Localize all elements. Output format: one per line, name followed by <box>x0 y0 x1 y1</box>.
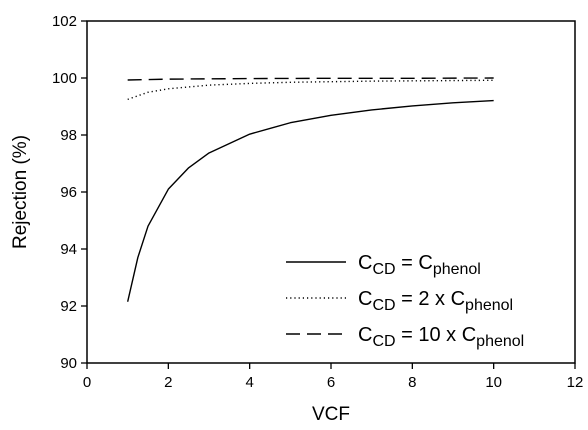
legend-text-part: phenol <box>476 333 524 350</box>
y-axis-label: Rejection (%) <box>10 135 31 249</box>
x-tick-label: 10 <box>485 374 502 391</box>
series-line-2 <box>127 79 494 101</box>
legend-label-1: CCD = Cphenol <box>358 252 481 278</box>
x-tick-label: 2 <box>164 374 172 391</box>
x-tick-label: 4 <box>245 374 253 391</box>
x-tick-label: 6 <box>327 374 335 391</box>
x-axis-label: VCF <box>312 404 350 425</box>
y-axis-ticks: 90 92 94 96 98 100 102 <box>52 13 87 372</box>
y-tick-label: 96 <box>60 184 77 201</box>
plot-area: 0 2 4 6 8 10 12 90 92 94 96 98 100 102 <box>52 13 583 391</box>
y-tick-label: 92 <box>60 298 77 315</box>
series-line-3 <box>127 77 494 81</box>
legend-text-part: C <box>358 288 372 310</box>
y-tick-label: 90 <box>60 355 77 372</box>
x-axis-ticks: 0 2 4 6 8 10 12 <box>83 363 584 391</box>
x-tick-label: 0 <box>83 374 91 391</box>
y-tick-label: 100 <box>52 70 77 87</box>
legend-text-part: phenol <box>433 261 481 278</box>
legend-text-part: C <box>358 252 372 274</box>
x-tick-label: 8 <box>408 374 416 391</box>
legend-text-part: phenol <box>465 297 513 314</box>
legend-text-part: = 10 x C <box>396 324 477 346</box>
legend-text-part: CD <box>372 297 395 314</box>
legend-text-part: = 2 x C <box>396 288 465 310</box>
legend-text-part: = C <box>396 252 433 274</box>
y-tick-label: 102 <box>52 13 77 30</box>
y-tick-label: 94 <box>60 241 77 258</box>
x-tick-label: 12 <box>567 374 584 391</box>
legend-label-2: CCD = 2 x Cphenol <box>358 288 513 314</box>
legend-text-part: C <box>358 324 372 346</box>
y-tick-label: 98 <box>60 127 77 144</box>
series-line-1 <box>126 99 494 302</box>
legend-label-3: CCD = 10 x Cphenol <box>358 324 524 350</box>
legend-text-part: CD <box>372 333 395 350</box>
series-layer <box>126 77 494 302</box>
legend-text-part: CD <box>372 261 395 278</box>
